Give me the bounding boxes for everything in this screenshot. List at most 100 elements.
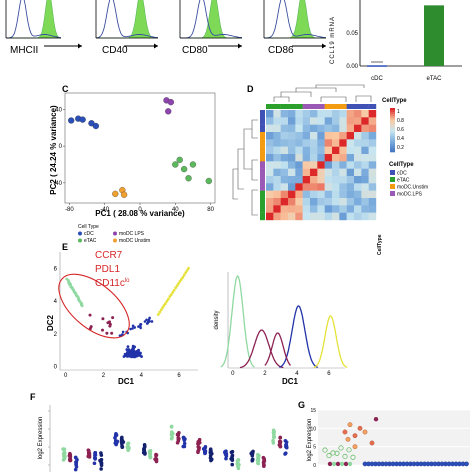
heatmap-cell-2-3 [288, 124, 296, 133]
heatmap-legend-label-2: moDC.Unstim [397, 185, 428, 191]
heatmap-cell-10-13 [361, 183, 369, 191]
heatmap-cell-2-9 [332, 124, 340, 133]
bar-category-cdc: cDC [371, 76, 383, 82]
heatmap-row-annotation-0 [260, 110, 265, 118]
histogram-cdc-3 [264, 0, 327, 39]
heatmap-cell-11-12 [354, 190, 362, 199]
heatmap-cell-9-4 [295, 176, 303, 184]
heatmap-cell-9-6 [310, 176, 318, 184]
pca-legend-title: Cell Type [78, 224, 99, 230]
g-point-base-5 [347, 461, 353, 467]
heatmap-cell-3-4 [295, 132, 303, 140]
heatmap-cell-5-6 [310, 146, 318, 155]
heatmap-cell-8-5 [302, 168, 311, 177]
f-point-7-1-9 [255, 458, 260, 462]
heatmap-cell-10-4 [295, 183, 303, 191]
f-point-7-0-8 [250, 457, 255, 462]
annotation-pdl1: PDL1 [95, 264, 120, 275]
heatmap-scale-step-13 [390, 134, 395, 137]
heatmap-cell-13-6 [310, 205, 318, 213]
heatmap-cell-0-14 [368, 110, 377, 118]
heatmap-cell-13-5 [302, 205, 311, 213]
heatmap-cell-13-2 [280, 205, 289, 213]
f-point-3-0-9 [142, 448, 147, 453]
heatmap-cell-13-13 [361, 205, 369, 213]
diffusion-highlight-ellipse [58, 273, 130, 339]
f-point-1-2-2 [99, 467, 103, 471]
heatmap-cell-10-1 [273, 183, 281, 191]
heatmap-cell-6-5 [302, 154, 311, 162]
heatmap-row-annotation-11 [260, 190, 265, 199]
heatmap-cell-6-12 [354, 154, 362, 162]
diffusion-point-yellow-3 [161, 306, 165, 310]
heatmap-scale-tick-1: 0.8 [397, 118, 404, 124]
diffusion-ytick-label-3: 6 [54, 266, 58, 272]
heatmap-cell-3-10 [339, 132, 347, 140]
g-point-outlier [373, 416, 379, 422]
heatmap-scale-step-14 [390, 136, 395, 139]
heatmap-row-annotation-14 [260, 212, 265, 221]
f-point-1-1-0 [92, 461, 97, 466]
histogram-label-cd86: CD86 [268, 45, 294, 56]
heatmap-cell-14-1 [273, 212, 281, 221]
heatmap-cell-9-12 [354, 176, 362, 184]
heatmap-cell-3-8 [324, 132, 333, 140]
pca-point-etac-5 [205, 177, 212, 185]
g-point-green-3 [334, 450, 340, 456]
f-point-2-2-3 [126, 441, 131, 446]
heatmap-cell-8-7 [317, 168, 325, 177]
diffusion-ylabel: DC2 [46, 314, 55, 331]
heatmap-cell-7-4 [295, 161, 303, 169]
f-point-3-0-7 [142, 443, 147, 447]
heatmap-cell-2-13 [361, 124, 369, 133]
heatmap-cell-13-7 [317, 205, 325, 213]
heatmap-cell-8-3 [288, 168, 296, 177]
heatmap-cell-4-10 [339, 139, 347, 147]
f-point-6-0-9 [223, 450, 227, 454]
f-point-7-2-8 [262, 459, 267, 463]
heatmap-cell-7-9 [332, 161, 340, 169]
f-point-6-1-2 [230, 462, 235, 467]
diffusion-point-cdc-tail-23 [131, 324, 135, 328]
heatmap-legend-swatch-1 [390, 177, 395, 182]
heatmap-scale-step-8 [390, 124, 395, 127]
heatmap-col-annotation-14 [368, 104, 377, 109]
pca-point-etac-0 [172, 161, 179, 168]
f-ylabel: log2 Expression [38, 417, 44, 460]
f-point-0-2-9 [74, 460, 79, 464]
heatmap-cell-6-14 [368, 154, 377, 162]
f-point-6-2-5 [236, 458, 241, 462]
diffusion-point-cdc-tail-21 [121, 333, 124, 336]
f-point-8-2-9 [284, 440, 289, 444]
panel-e-density-plot: 0 2 4 6 [220, 272, 348, 377]
heatmap-row-annotation-5 [260, 146, 265, 155]
annotation-cd11c: CD11clo [95, 278, 130, 289]
heatmap-cell-0-0 [266, 110, 274, 118]
heatmap-row-annotation-13 [260, 205, 265, 213]
heatmap-cell-10-8 [324, 183, 333, 191]
f-point-8-1-8 [278, 436, 282, 440]
heatmap-col-annotation-13 [361, 104, 369, 109]
heatmap-cell-1-14 [368, 117, 377, 125]
f-point-0-0-8 [62, 450, 67, 455]
f-point-2-1-9 [120, 445, 125, 449]
f-point-7-1-8 [256, 452, 260, 457]
diffusion-point-modc-10 [88, 327, 92, 331]
heatmap-scale-step-16 [390, 140, 395, 143]
diffusion-xtick-label-3: 6 [177, 373, 181, 379]
heatmap-legend-label-3: moDC.LPS [397, 192, 423, 198]
heatmap-cell-0-6 [310, 110, 318, 118]
heatmap-row-annotation-4 [260, 139, 265, 147]
heatmap-cell-6-6 [310, 154, 318, 162]
diffusion-point-cdc-69 [134, 352, 138, 355]
pca-legend-label-3: moDC Unstim [119, 238, 150, 244]
diffusion-point-yellow-2 [159, 308, 163, 312]
heatmap-row-dendrogram [232, 119, 258, 216]
diffusion-point-cdc-tail-12 [145, 318, 148, 322]
heatmap-scale-step-18 [390, 144, 395, 147]
pca-ytick-label-1: 0 [59, 144, 63, 150]
diffusion-point-yellow-12 [174, 286, 177, 290]
f-point-8-1-9 [277, 443, 282, 447]
heatmap-cell-4-8 [324, 139, 333, 147]
diffusion-xtick-label-0: 0 [64, 373, 68, 379]
